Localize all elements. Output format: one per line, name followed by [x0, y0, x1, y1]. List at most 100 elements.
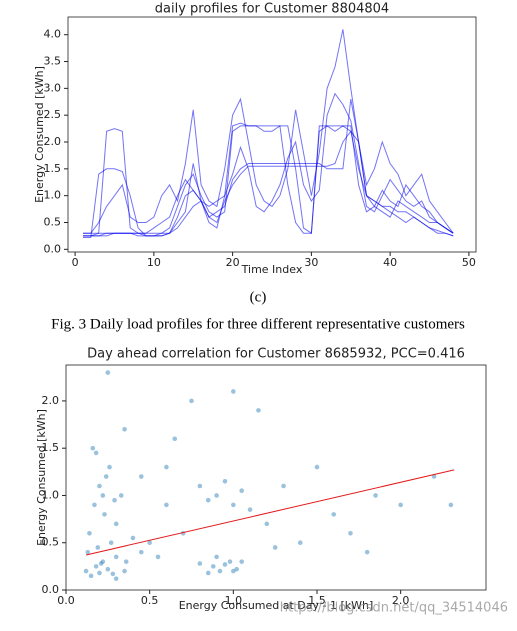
line-series — [83, 130, 454, 238]
scatter-point — [214, 554, 219, 560]
scatter-point — [364, 549, 370, 555]
scatter-point — [130, 535, 136, 541]
scatter-point — [107, 464, 112, 470]
x-tick-label: 40 — [383, 256, 397, 269]
scatter-point — [113, 576, 119, 581]
scatter-point — [122, 568, 127, 574]
scatter-point — [331, 512, 337, 517]
x-tick-label: 30 — [304, 256, 318, 269]
y-tick-label: 2.5 — [44, 108, 62, 121]
scatter-point — [197, 483, 203, 489]
scatter-point — [247, 507, 253, 512]
scatter-point — [112, 497, 117, 503]
scatter-point — [123, 559, 129, 564]
y-tick-label: 0.5 — [44, 215, 62, 228]
scatter-point — [97, 570, 102, 576]
x-axis-label: Energy Consumed at Day - 1 [kWh] — [179, 599, 374, 612]
scatter-point — [155, 554, 161, 560]
scatter-point — [108, 540, 114, 546]
scatter-point — [87, 530, 92, 536]
scatter-point — [164, 464, 169, 470]
line-series — [83, 29, 454, 234]
scatter-point — [138, 549, 144, 555]
y-axis-label: Energy Consumed [kWh] — [35, 409, 48, 546]
y-tick-label: 1.5 — [44, 162, 62, 175]
scatter-point — [217, 568, 223, 574]
scatter-point — [189, 398, 194, 404]
scatter-point — [222, 478, 228, 484]
scatter-point — [314, 464, 320, 470]
scatter-point — [100, 493, 106, 498]
scatter-point — [90, 445, 96, 451]
scatter-point — [297, 540, 303, 546]
scatter-point — [93, 450, 99, 456]
y-tick-label: 1.0 — [44, 189, 62, 202]
scatter-point — [231, 389, 236, 394]
scatter-point — [98, 561, 104, 566]
scatter-point — [239, 559, 244, 564]
scatter-point — [103, 474, 109, 479]
scatter-point — [95, 545, 101, 550]
chart-title: Day ahead correlation for Customer 86859… — [87, 347, 465, 362]
scatter-point — [97, 483, 102, 489]
y-tick-label: 2.0 — [42, 394, 60, 407]
line-series — [85, 469, 455, 556]
scatter-point — [210, 564, 216, 569]
scatter-point — [231, 568, 236, 574]
x-tick-label: 0.0 — [57, 594, 75, 607]
scatter-point — [100, 559, 106, 564]
chart-title: daily profiles for Customer 8804804 — [155, 2, 389, 17]
figure-caption: Fig. 3 Daily load profiles for three dif… — [51, 316, 465, 332]
x-tick-label: 0 — [72, 256, 79, 269]
scatter-point — [164, 502, 169, 508]
watermark: https://blog.csdn.net/qq_34514046 — [280, 601, 508, 616]
y-tick-label: 1.5 — [42, 441, 60, 454]
scatter-point — [348, 530, 353, 536]
y-tick-label: 0.5 — [42, 536, 60, 549]
scatter-point — [256, 408, 261, 413]
scatter-point — [398, 502, 403, 508]
x-tick-label: 20 — [226, 256, 240, 269]
x-tick-label: 10 — [147, 256, 161, 269]
y-tick-label: 3.0 — [44, 81, 62, 94]
scatter-point — [172, 436, 178, 442]
scatter-point — [118, 493, 124, 498]
scatter-point — [448, 502, 454, 508]
x-tick-label: 0.5 — [141, 594, 159, 607]
scatter-point — [113, 554, 119, 560]
scatter-point — [205, 570, 211, 576]
y-tick-label: 1.0 — [42, 488, 60, 501]
y-tick-label: 3.5 — [44, 55, 62, 68]
scatter-point — [272, 545, 278, 550]
scatter-point — [227, 559, 233, 564]
line-series — [83, 122, 454, 237]
line-series — [83, 99, 454, 237]
scatter-point — [122, 426, 127, 432]
scatter-point — [110, 571, 116, 577]
scatter-point — [85, 549, 91, 555]
scatter-point — [197, 561, 203, 566]
scatter-point — [147, 540, 152, 546]
line-series — [83, 125, 454, 235]
scatter-point — [264, 521, 270, 527]
y-tick-label: 0.0 — [44, 242, 62, 255]
x-tick-label: 2.0 — [392, 594, 410, 607]
plot-frame — [67, 16, 477, 253]
subcaption: (c) — [250, 289, 267, 305]
scatter-point — [214, 493, 219, 498]
scatter-point — [281, 483, 286, 489]
x-tick-label: 1.5 — [308, 594, 326, 607]
line-series — [83, 92, 454, 237]
x-axis-label: Time Index — [241, 263, 303, 276]
y-tick-label: 2.0 — [44, 135, 62, 148]
scatter-point — [431, 474, 437, 479]
x-tick-label: 50 — [462, 256, 476, 269]
scatter-point — [105, 566, 111, 572]
scatter-point — [222, 562, 228, 567]
scatter-point — [138, 474, 144, 479]
scatter-point — [105, 370, 111, 375]
scatter-point — [239, 488, 244, 494]
x-tick-label: 1.0 — [225, 594, 243, 607]
scatter-point — [102, 512, 107, 517]
